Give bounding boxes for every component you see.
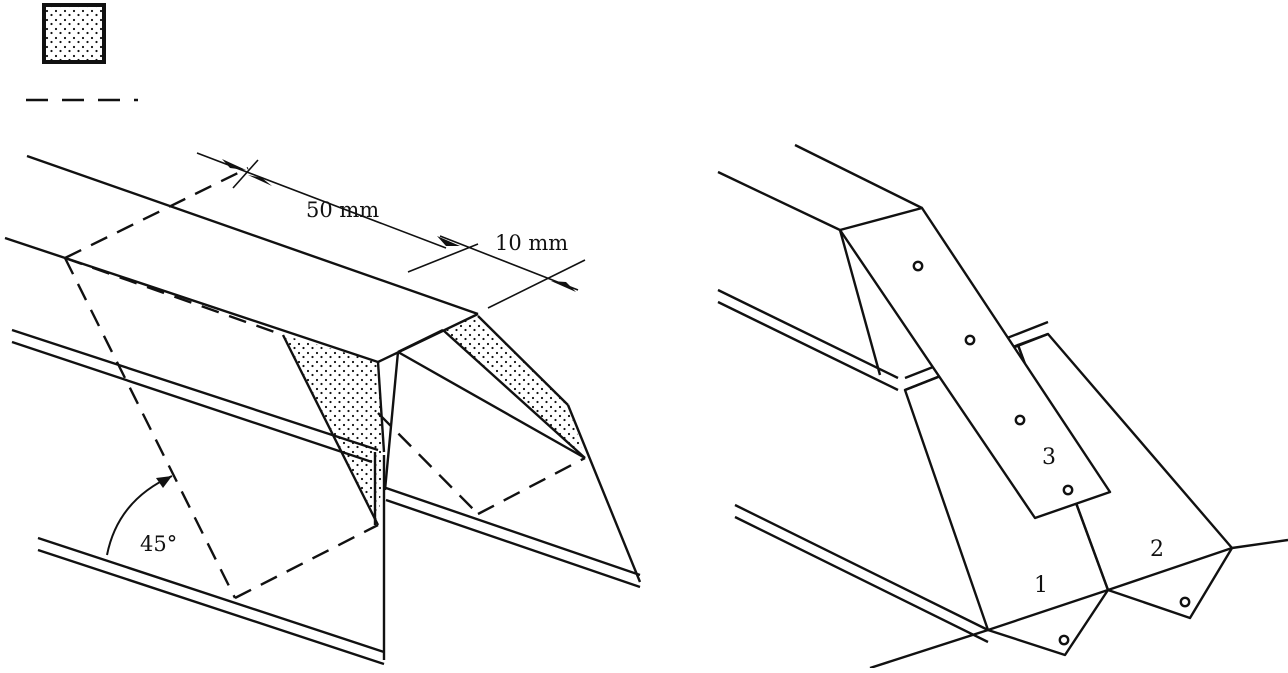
right-ridge-back [794,143,923,210]
flange-back-b [385,498,641,589]
back-cut-edge-2 [477,315,569,406]
flange-upper-a [11,328,379,452]
flange-back-a [385,486,641,577]
dimension-50mm [196,152,447,249]
back-outer-edge [566,404,642,583]
ridge-top-back [26,154,479,316]
dimension-10mm [407,235,586,309]
dotted-square-icon [42,3,106,64]
front-cut-edge [281,334,380,526]
cut-region-front [283,335,384,525]
back-cut-edge-1 [442,329,586,459]
hole-icon [1014,414,1026,426]
flange-lower-b [37,548,385,666]
right-flange-lower-a [734,503,989,632]
right-flange-lower-b [734,515,989,644]
piece-1-extension [869,628,989,670]
left-figure [4,152,642,666]
piece-1-tab [987,589,1110,657]
dashed-fold-lines [63,166,586,600]
dimension-10mm-label: 10 mm [495,231,568,255]
angle-label: 45° [140,532,177,556]
ridge-end-lip [397,328,444,354]
right-flange-upper-b [717,300,899,392]
part-3-label: 3 [1042,445,1056,470]
right-ridge-front [717,170,841,232]
piece-3 [838,206,1112,520]
hole-icon [912,260,924,272]
hole-icon [1062,484,1074,496]
back-vertical-edge [383,351,400,491]
hole-icon [1179,596,1191,608]
flange-lower-a [37,536,385,654]
legend [26,3,138,102]
piece-2-tab [1107,547,1234,620]
piece-2-extension [1231,538,1288,550]
right-flange-upper-a [717,288,899,380]
back-inner-edge [397,350,586,460]
dimension-50mm-label: 50 mm [306,198,379,222]
front-vertical-edge [376,361,386,453]
hole-icon [964,334,976,346]
part-1-label: 1 [1034,573,1048,598]
right-figure [717,143,1288,670]
angle-45-marker [106,475,173,556]
cut-region-back [443,316,585,458]
flange-upper-b [11,340,373,464]
piece-1-side [838,229,882,376]
ridge-top-front [4,236,379,364]
part-2-label: 2 [1150,537,1164,562]
hole-icon [1058,634,1070,646]
